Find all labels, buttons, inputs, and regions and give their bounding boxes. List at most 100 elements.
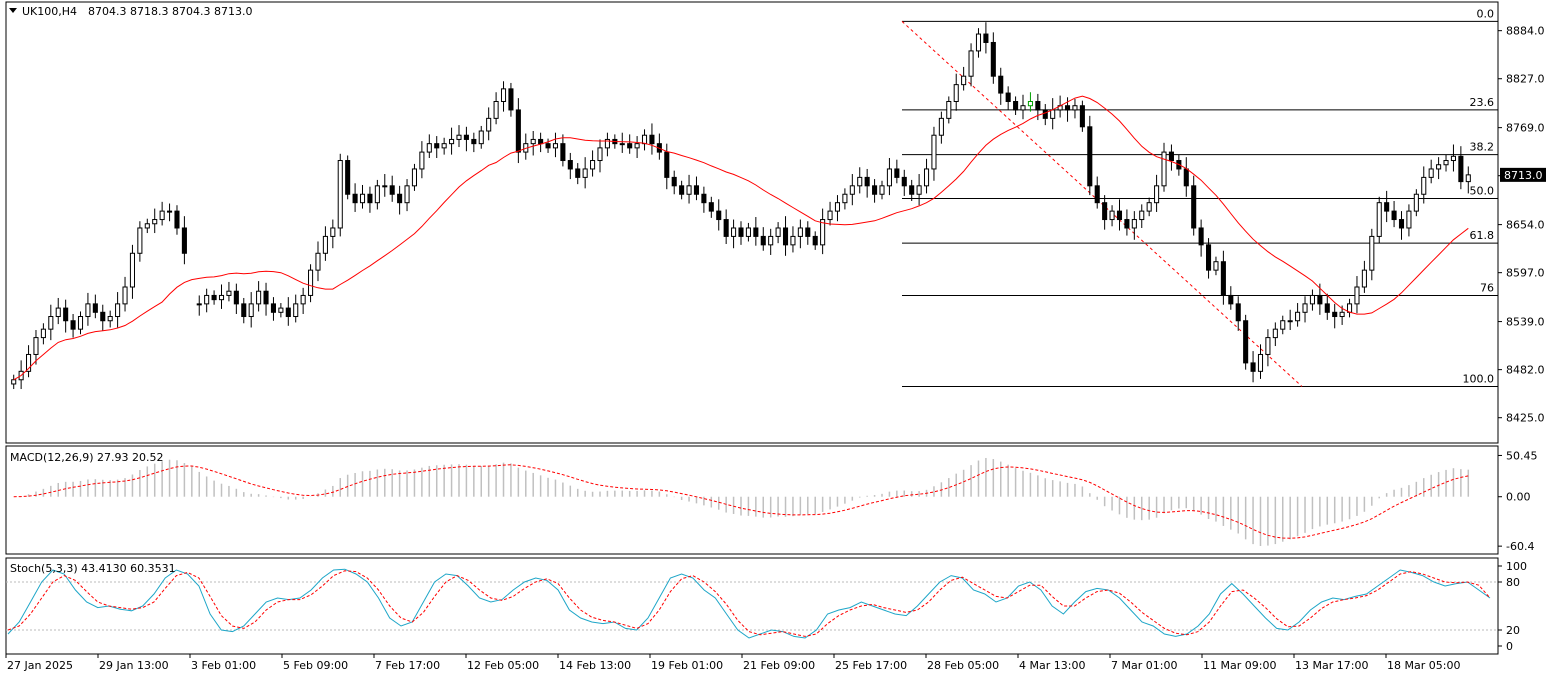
macd-tick-label: 0.00 <box>1506 491 1531 504</box>
candle <box>834 195 841 222</box>
candle <box>708 196 714 218</box>
candle <box>1376 196 1382 244</box>
candle <box>411 163 418 191</box>
candle <box>55 297 61 325</box>
candle-body <box>159 210 165 221</box>
candle <box>434 136 440 158</box>
candle-body <box>330 227 336 237</box>
candle-body <box>434 143 440 149</box>
stoch-tick-label: 80 <box>1506 576 1520 589</box>
candle <box>1398 211 1405 240</box>
candle-body <box>1102 202 1108 221</box>
candle-body <box>63 307 69 322</box>
candle <box>627 134 633 154</box>
candle-body <box>1198 227 1204 246</box>
candle-body <box>1168 151 1174 162</box>
dropdown-arrow-icon[interactable] <box>9 8 17 13</box>
candle <box>790 226 796 253</box>
candle-body <box>256 290 262 305</box>
candle-body <box>55 307 61 318</box>
candle <box>797 219 803 249</box>
candle <box>1369 228 1375 281</box>
symbol-label: UK100,H4 <box>22 5 77 18</box>
time-tick-label: 11 Mar 09:00 <box>1203 659 1276 672</box>
candle <box>226 281 232 302</box>
candle-body <box>1191 185 1197 229</box>
candle-body <box>842 193 848 204</box>
stoch-main-line <box>7 568 1491 639</box>
candle-body <box>1013 100 1019 111</box>
candle-body <box>1339 311 1345 318</box>
candle-body <box>990 41 996 77</box>
candle <box>233 283 239 314</box>
stoch-tick-label: 20 <box>1506 624 1520 637</box>
candle-body <box>886 168 892 187</box>
candle <box>1213 256 1219 276</box>
chart-header[interactable]: UK100,H4 8704.3 8718.3 8704.3 8713.0 <box>9 5 252 18</box>
candle-body <box>122 286 128 305</box>
candle-body <box>426 143 432 153</box>
candle <box>419 141 425 179</box>
candle-body <box>946 100 952 119</box>
candle-body <box>1220 261 1226 296</box>
candle <box>1013 96 1019 115</box>
candle <box>842 188 848 210</box>
candle-body <box>1250 362 1256 372</box>
candle <box>894 159 900 184</box>
fibonacci-retracement: 0.0 23.6 38.2 50.0 61.8 76 100.0 <box>901 7 1498 388</box>
time-tick-label: 29 Jan 13:00 <box>99 659 169 672</box>
time-tick-label: 19 Feb 01:00 <box>651 659 723 672</box>
candle-body <box>241 303 247 318</box>
candle <box>1413 189 1419 217</box>
candle-body <box>1079 105 1085 128</box>
candle <box>768 228 774 255</box>
candle-body <box>731 227 737 237</box>
candle <box>486 107 492 141</box>
candle <box>530 131 536 156</box>
candle-body <box>1116 210 1123 221</box>
candle <box>953 73 959 111</box>
candle <box>805 221 811 245</box>
candle-body <box>471 138 477 145</box>
price-tick-label: 8597.0 <box>1506 267 1545 280</box>
candle <box>634 136 640 158</box>
candle <box>1265 329 1271 367</box>
candle <box>938 111 944 144</box>
candle <box>1198 219 1204 257</box>
candle-body <box>738 227 744 237</box>
candle <box>916 174 922 206</box>
candle <box>426 134 432 158</box>
candle <box>1139 204 1145 228</box>
candle-body <box>404 185 410 204</box>
candle-body <box>152 219 158 225</box>
time-tick-label: 28 Feb 05:00 <box>927 659 999 672</box>
candle <box>686 174 692 204</box>
candle-body <box>1369 235 1375 271</box>
candle-body <box>478 130 484 145</box>
candle <box>1332 303 1338 329</box>
candle <box>1347 298 1353 318</box>
candle <box>582 157 588 189</box>
candle <box>886 157 892 196</box>
current-price-tag <box>1500 167 1546 182</box>
candle <box>1324 293 1330 320</box>
time-tick-label: 12 Feb 05:00 <box>467 659 539 672</box>
candle <box>382 174 388 197</box>
candle-body <box>441 143 447 149</box>
candle-body <box>389 185 395 195</box>
candle <box>359 184 366 209</box>
candle <box>597 139 603 173</box>
candle <box>463 126 469 152</box>
candle <box>857 167 863 194</box>
candle-body <box>679 185 685 195</box>
candle <box>345 155 351 200</box>
candle-body <box>760 235 766 246</box>
candle <box>604 132 610 157</box>
candle-body <box>1035 100 1041 111</box>
candle-body <box>693 185 700 195</box>
candle <box>1406 204 1412 237</box>
candlestick-series <box>11 22 1471 390</box>
candle <box>256 281 262 312</box>
candle <box>456 125 462 148</box>
candle <box>1072 98 1078 119</box>
